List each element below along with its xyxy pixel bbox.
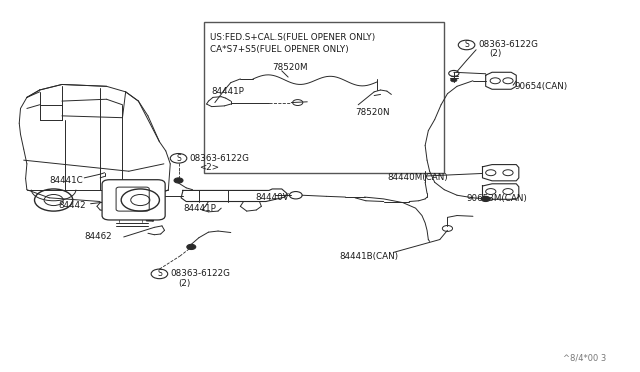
Text: 84440M(CAN): 84440M(CAN) <box>387 173 447 182</box>
Text: 84462: 84462 <box>84 232 112 241</box>
Text: 78520M: 78520M <box>272 63 308 72</box>
Circle shape <box>174 178 183 183</box>
Text: <2>: <2> <box>199 163 219 172</box>
Circle shape <box>481 196 490 202</box>
FancyBboxPatch shape <box>102 180 165 220</box>
Text: (2): (2) <box>489 49 501 58</box>
Circle shape <box>451 78 457 82</box>
Text: 84441C: 84441C <box>49 176 83 185</box>
Text: ^8/4*00 3: ^8/4*00 3 <box>563 353 607 362</box>
Text: 84441P: 84441P <box>183 204 216 214</box>
Text: 84441B(CAN): 84441B(CAN) <box>339 251 398 261</box>
Text: 84442: 84442 <box>59 201 86 210</box>
Bar <box>204 22 444 173</box>
Text: CA*S7+S5(FUEL OPENER ONLY): CA*S7+S5(FUEL OPENER ONLY) <box>211 45 349 54</box>
Text: 84440V: 84440V <box>255 193 289 202</box>
Text: S: S <box>176 154 181 163</box>
Text: US:FED.S+CAL.S(FUEL OPENER ONLY): US:FED.S+CAL.S(FUEL OPENER ONLY) <box>211 33 376 42</box>
Text: 90654(CAN): 90654(CAN) <box>515 82 568 91</box>
Circle shape <box>187 244 196 250</box>
Text: (2): (2) <box>179 279 191 288</box>
Text: 08363-6122G: 08363-6122G <box>170 269 230 278</box>
Text: S: S <box>464 41 469 49</box>
Text: 90653M(CAN): 90653M(CAN) <box>467 195 527 203</box>
Text: 78520N: 78520N <box>355 108 390 117</box>
Text: 08363-6122G: 08363-6122G <box>189 154 249 163</box>
Text: S: S <box>157 269 162 278</box>
Text: 84441P: 84441P <box>212 87 244 96</box>
Text: 08363-6122G: 08363-6122G <box>478 41 538 49</box>
